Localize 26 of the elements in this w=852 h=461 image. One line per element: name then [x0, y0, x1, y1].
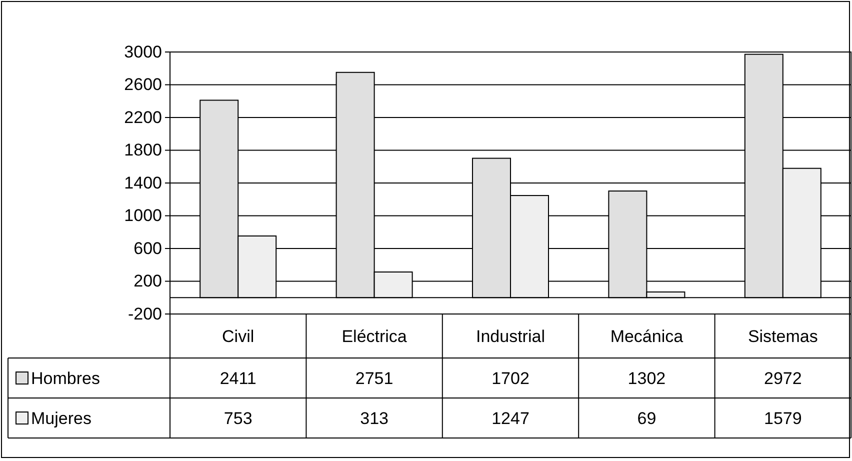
x-tick-label: Eléctrica: [342, 327, 408, 346]
data-label: 313: [360, 409, 388, 428]
y-tick-label: 1800: [124, 140, 162, 160]
data-label: 1702: [492, 369, 530, 388]
legend-label: Mujeres: [31, 409, 92, 428]
y-tick-label: 1000: [124, 206, 162, 226]
x-tick-label: Civil: [222, 327, 254, 346]
data-label: 2972: [764, 369, 802, 388]
x-tick-label: Mecánica: [610, 327, 684, 346]
y-tick-label: 2600: [124, 75, 162, 94]
data-label: 1247: [492, 409, 530, 428]
y-tick-label: 1400: [124, 173, 162, 192]
y-tick-label: 3000: [124, 42, 162, 62]
data-label: 1579: [764, 409, 802, 428]
data-label: 753: [224, 409, 252, 428]
data-label: 2411: [220, 369, 256, 388]
legend-label: Hombres: [31, 369, 100, 388]
data-label: 69: [637, 409, 656, 428]
x-tick-label: Sistemas: [748, 327, 818, 346]
y-tick-label: 200: [134, 272, 162, 291]
data-label: 2751: [355, 369, 394, 388]
y-tick-label: 600: [134, 238, 162, 258]
y-tick-label: 2200: [124, 108, 162, 127]
data-label: 1302: [628, 369, 666, 388]
x-tick-label: Industrial: [476, 327, 545, 346]
y-tick-label: -200: [128, 304, 162, 324]
